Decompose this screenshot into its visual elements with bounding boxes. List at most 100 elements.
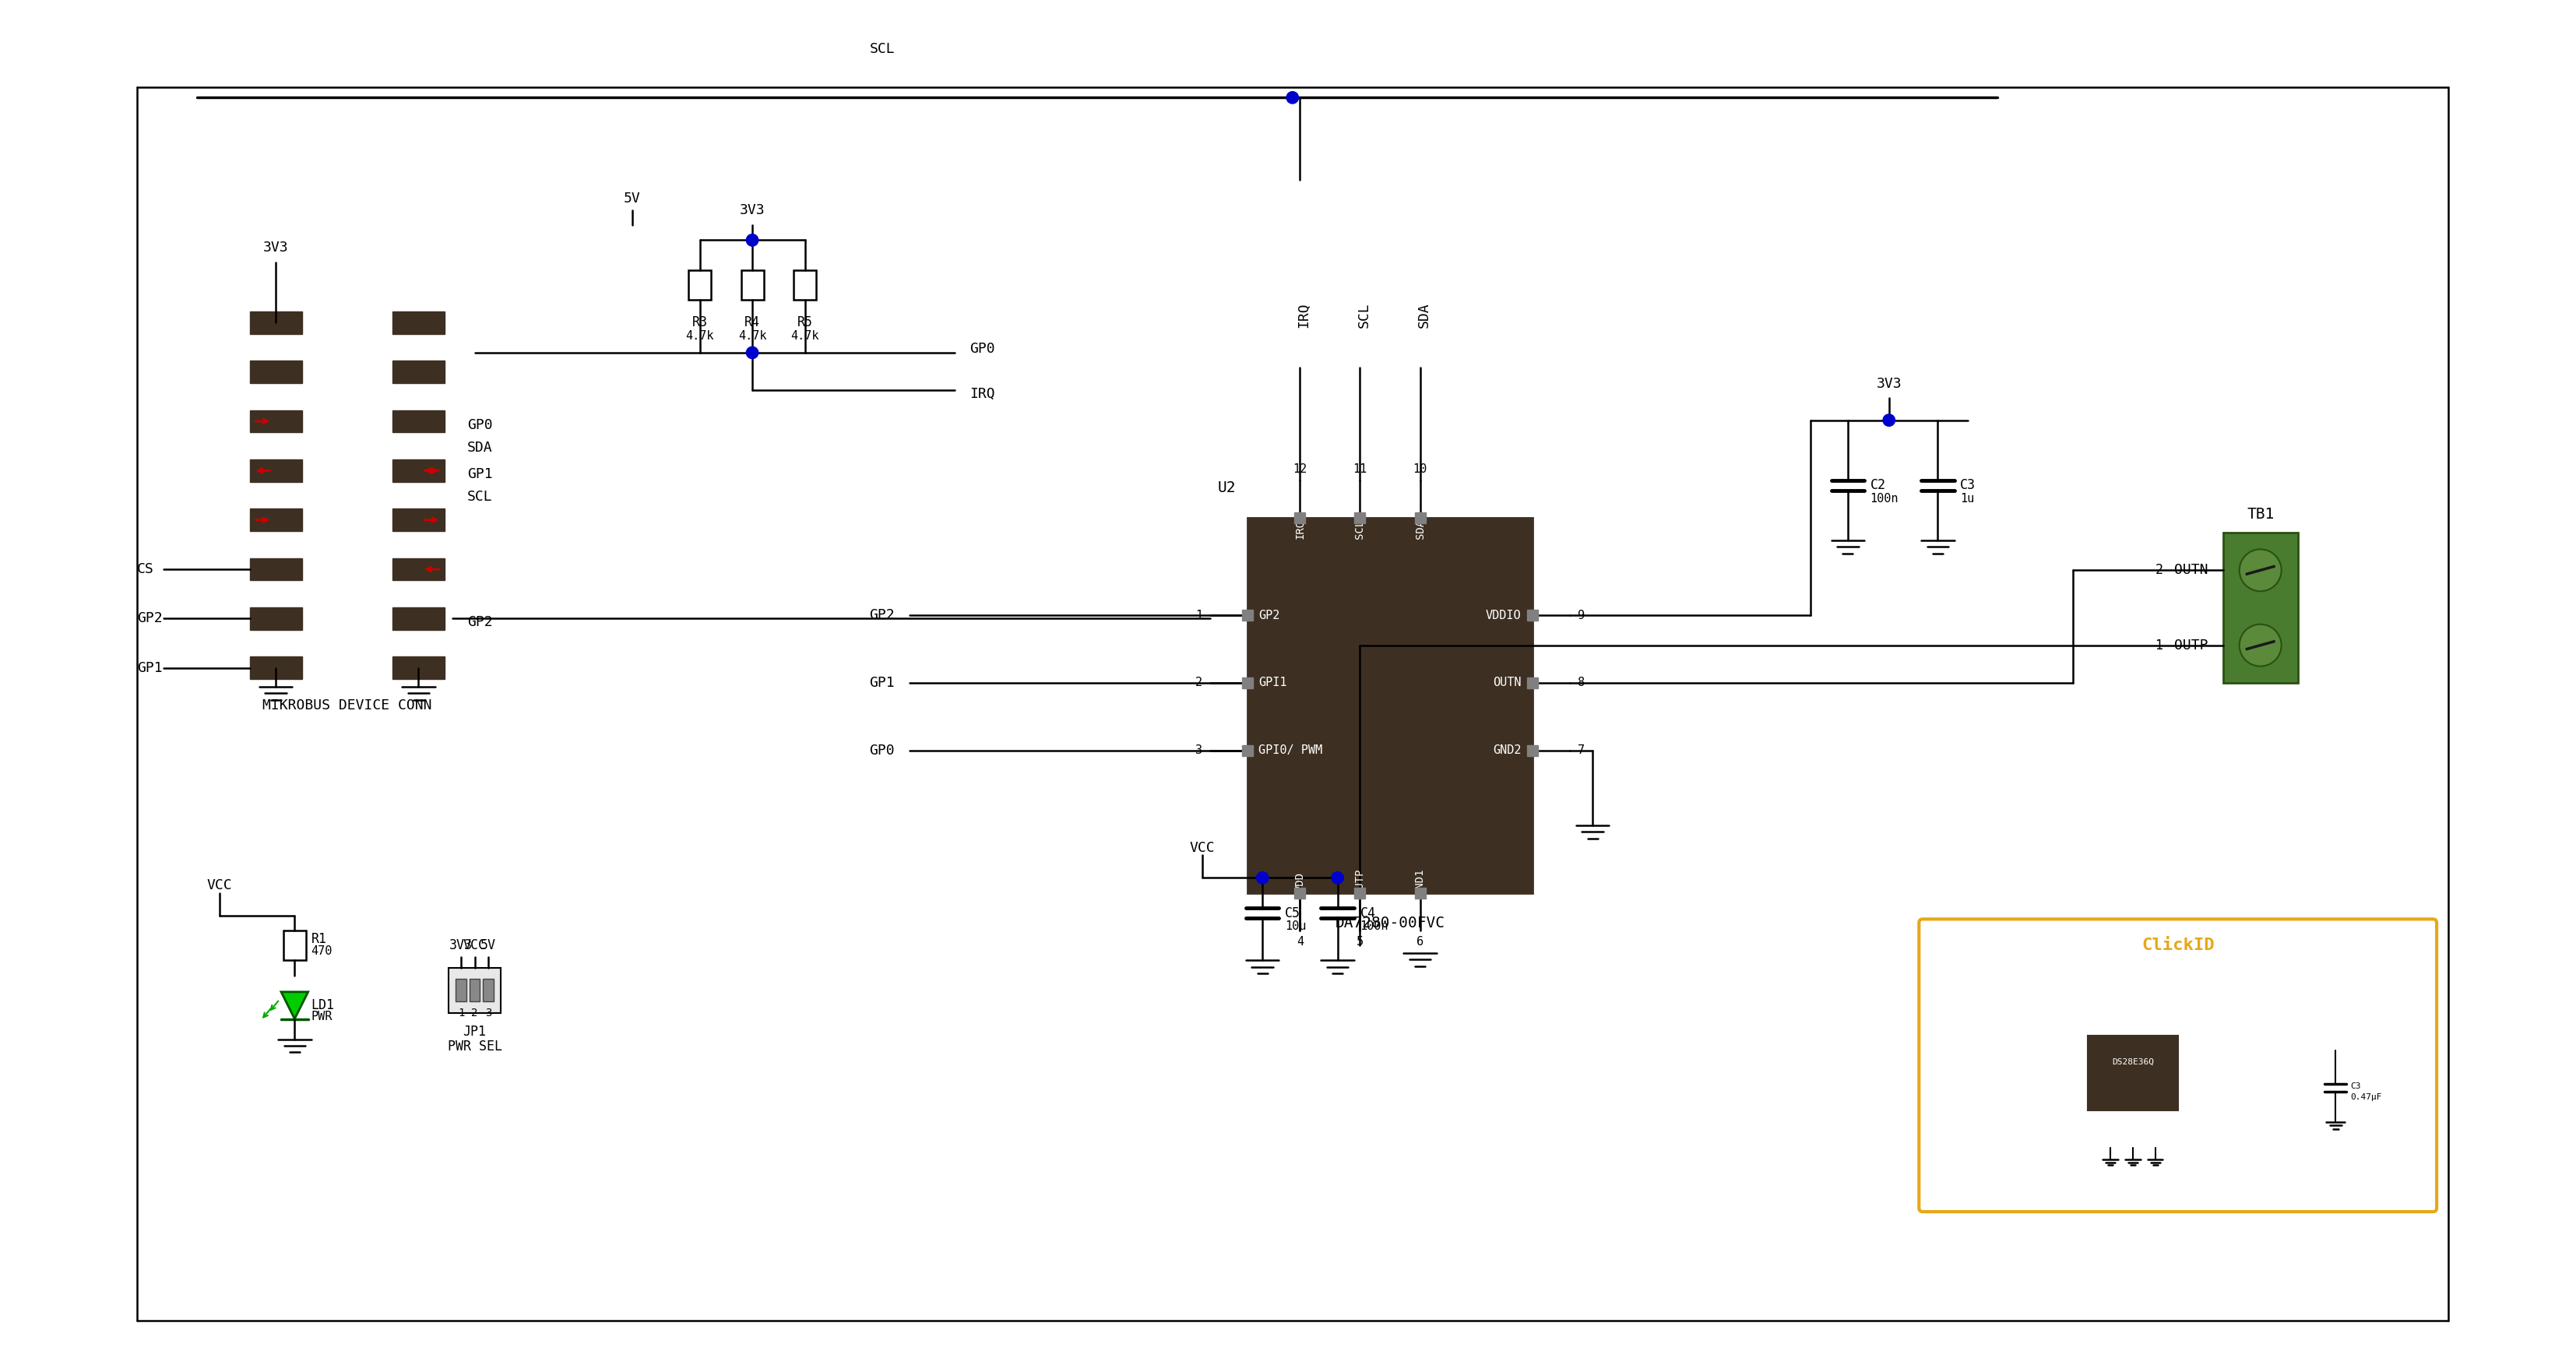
Text: PWR SEL: PWR SEL — [448, 1040, 502, 1054]
Bar — [482, 979, 495, 1002]
Text: 1: 1 — [459, 1008, 464, 1018]
Text: RX: RX — [371, 515, 384, 526]
Text: SDA: SDA — [1414, 519, 1425, 539]
Text: 1: 1 — [1195, 610, 1203, 621]
Text: +3.3V: +3.3V — [309, 367, 345, 378]
Bar — [448, 968, 500, 1013]
Text: 2: 2 — [471, 1008, 479, 1018]
Text: GND2: GND2 — [1494, 744, 1522, 756]
Text: 4.7k: 4.7k — [739, 330, 768, 342]
Text: 0.47μF: 0.47μF — [2349, 1093, 2383, 1101]
Text: 3V3: 3V3 — [1875, 378, 1901, 391]
Text: PICO: PICO — [309, 416, 337, 428]
Text: OUTP: OUTP — [1355, 869, 1365, 895]
Circle shape — [2239, 625, 2282, 667]
Bar — [392, 459, 446, 482]
Bar — [392, 509, 446, 531]
Text: 3V3: 3V3 — [263, 240, 289, 255]
Bar — [250, 361, 301, 383]
Text: 3: 3 — [484, 1008, 492, 1018]
Text: LD1: LD1 — [312, 998, 335, 1013]
Bar — [392, 410, 446, 432]
Text: GP0: GP0 — [971, 342, 994, 356]
Circle shape — [1332, 872, 1345, 884]
Bar — [283, 930, 307, 960]
Text: R3: R3 — [693, 315, 708, 330]
Text: OUTN: OUTN — [2174, 564, 2208, 577]
Text: R5: R5 — [796, 315, 811, 330]
Text: 1: 1 — [2156, 638, 2164, 652]
Text: U2: U2 — [1218, 481, 1236, 496]
Text: SCL: SCL — [466, 490, 492, 504]
Bar — [250, 311, 301, 334]
Text: C5: C5 — [1285, 906, 1301, 921]
Text: PWR: PWR — [312, 1010, 332, 1023]
Text: SDA: SDA — [871, 0, 894, 3]
Text: GP2: GP2 — [871, 608, 894, 622]
Text: 1u: 1u — [1960, 493, 1973, 505]
Bar — [392, 656, 446, 679]
Text: GP2: GP2 — [466, 615, 492, 629]
Text: GPI0/ PWM: GPI0/ PWM — [1260, 744, 1321, 756]
Text: 9: 9 — [1577, 610, 1584, 621]
Text: VCC: VCC — [1190, 841, 1216, 854]
Text: VCC: VCC — [464, 938, 487, 952]
Text: SDA: SDA — [1417, 303, 1430, 327]
Bar — [1247, 517, 1533, 892]
Text: 10u: 10u — [1285, 921, 1306, 933]
Text: POCI: POCI — [309, 464, 337, 477]
Text: PWM: PWM — [363, 661, 384, 674]
Text: GP0: GP0 — [871, 743, 894, 758]
Text: JP1: JP1 — [464, 1025, 487, 1039]
Bar — [2223, 532, 2298, 683]
Text: SCL: SCL — [871, 42, 894, 56]
Text: GPI1: GPI1 — [1260, 676, 1288, 689]
Text: 10: 10 — [1414, 463, 1427, 475]
Text: GP2: GP2 — [1260, 610, 1280, 621]
Text: GP1: GP1 — [137, 661, 162, 675]
Bar — [392, 361, 446, 383]
Text: 12: 12 — [1293, 463, 1306, 475]
Circle shape — [1285, 91, 1298, 103]
Text: 100n: 100n — [1870, 493, 1899, 505]
Text: TB1: TB1 — [2246, 507, 2275, 521]
Bar — [250, 509, 301, 531]
Bar — [2087, 1035, 2177, 1111]
Bar — [456, 979, 466, 1002]
Circle shape — [1883, 414, 1896, 426]
Text: 11: 11 — [1352, 463, 1368, 475]
Text: SDA: SDA — [466, 440, 492, 455]
Text: 5V: 5V — [623, 191, 641, 206]
Text: VDDIO: VDDIO — [1486, 610, 1522, 621]
Text: INT: INT — [363, 612, 384, 625]
Text: R1: R1 — [312, 933, 327, 947]
Text: OUTP: OUTP — [2174, 638, 2208, 652]
Text: 3: 3 — [1195, 744, 1203, 756]
Text: C4: C4 — [1360, 906, 1376, 921]
Bar — [250, 607, 301, 630]
Text: VCC: VCC — [206, 879, 232, 892]
Text: +5V: +5V — [363, 367, 384, 378]
Text: GP1: GP1 — [466, 467, 492, 481]
Bar — [250, 410, 301, 432]
Text: 470: 470 — [312, 945, 332, 957]
FancyBboxPatch shape — [1919, 919, 2437, 1211]
Text: C3: C3 — [2349, 1082, 2362, 1090]
Text: CS: CS — [137, 562, 155, 576]
Text: DA7280-00FVC: DA7280-00FVC — [1334, 915, 1445, 930]
Text: GP0: GP0 — [466, 418, 492, 432]
Text: OUTN: OUTN — [1494, 676, 1522, 689]
Polygon shape — [281, 991, 309, 1018]
Text: GP2: GP2 — [137, 611, 162, 626]
Text: IRQ: IRQ — [1296, 303, 1311, 327]
Text: SCL: SCL — [363, 464, 384, 477]
Circle shape — [1257, 872, 1267, 884]
Text: 5V: 5V — [479, 938, 497, 952]
Text: 7: 7 — [1577, 744, 1584, 756]
Text: GND: GND — [363, 316, 384, 329]
Text: 3V3: 3V3 — [739, 204, 765, 217]
Text: ClickID: ClickID — [2141, 937, 2215, 953]
Text: C3: C3 — [1960, 478, 1976, 493]
Text: 2: 2 — [2156, 564, 2164, 577]
Circle shape — [747, 234, 757, 246]
